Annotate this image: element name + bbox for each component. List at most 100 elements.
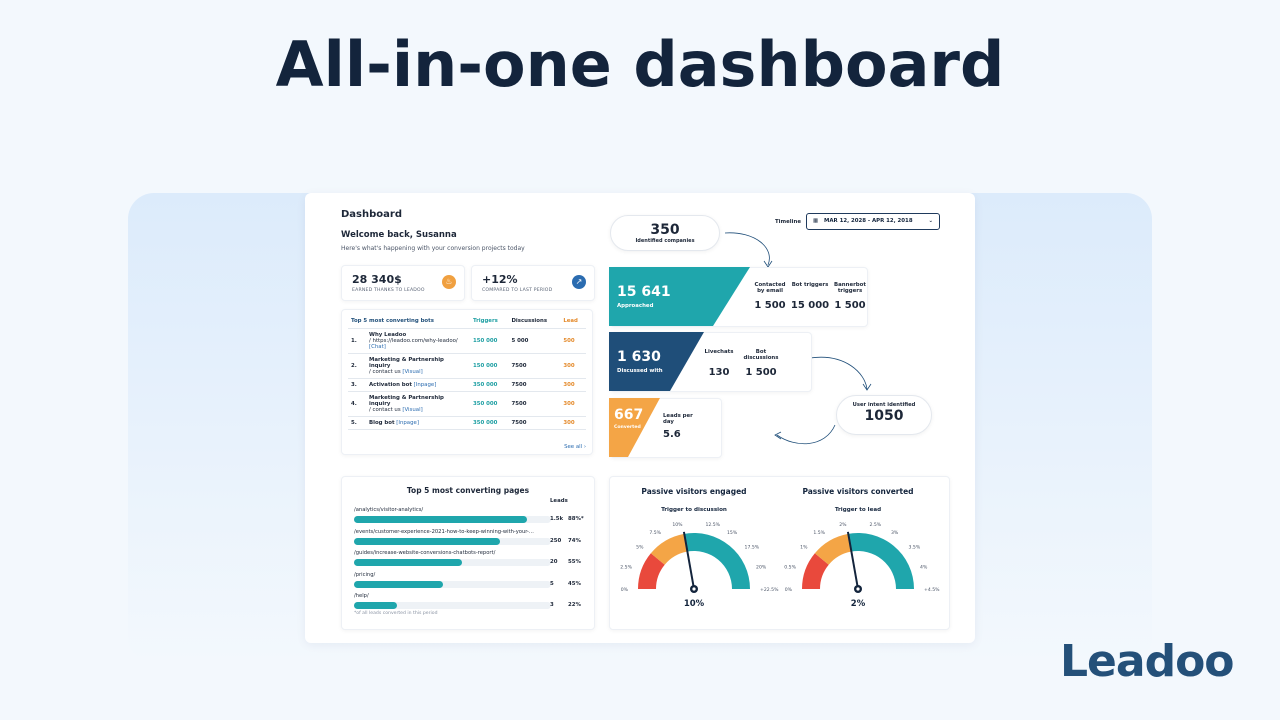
gauge-tick-label: 12.5% (705, 522, 720, 528)
bot-type-tag: [Inpage] (413, 382, 437, 388)
identified-caption: Identified companies (635, 238, 695, 244)
funnel-arrows (724, 232, 872, 445)
approached-funnel-shape (609, 267, 750, 326)
approached-caption: Approached (617, 303, 654, 309)
bot-discussions: 7500 (508, 378, 561, 392)
pages-leads-header: Leads (550, 498, 568, 504)
bots-table: Top 5 most converting bots Triggers Disc… (348, 314, 586, 430)
kpi-card-earned: 28 340$ EARNED THANKS TO LEADOO ♨ (341, 265, 465, 301)
chevron-down-icon: ⌄ (928, 218, 933, 224)
gauge-value: 10% (684, 599, 705, 609)
gauge-tick-label: 0.5% (784, 564, 796, 570)
kpi-earned-caption: EARNED THANKS TO LEADOO (352, 288, 425, 293)
converted-stat-value: 5.6 (663, 429, 681, 440)
bots-table-row[interactable]: 3. Activation bot [Inpage] 350 000 7500 300 (348, 378, 586, 392)
approached-stat-label: Bot triggers (791, 282, 829, 288)
bot-name-cell: Marketing & Partnership inquiry / contact… (366, 391, 470, 417)
discussed-stat-label: Livechats (704, 349, 734, 355)
hero-title: All-in-one dashboard (275, 28, 1005, 101)
fire-icon: ♨ (442, 275, 456, 289)
pages-footnote: *of all leads converted in this period (354, 611, 438, 616)
user-intent-value: 1050 (864, 408, 904, 424)
page-bar-fill (354, 559, 463, 566)
bot-discussions: 7500 (508, 416, 561, 430)
bot-path: / contact us (369, 369, 401, 375)
kpi-growth-value: +12% (482, 273, 518, 286)
bot-name: Why Leadoo (369, 332, 407, 338)
bot-type-tag: [Visual] (402, 407, 423, 413)
user-intent-bubble: User intent identified 1050 (836, 395, 932, 435)
page-bar-track (354, 537, 551, 545)
approached-stat: Bannerbot triggers 1 500 (830, 282, 870, 311)
bot-rank: 5. (348, 416, 366, 430)
bots-table-row[interactable]: 5. Blog bot [Inpage] 350 000 7500 300 (348, 416, 586, 430)
bots-table-row[interactable]: 1. Why Leadoo / https://leadoo.com/why-lea… (348, 328, 586, 354)
bot-lead: 300 (560, 416, 586, 430)
page-row[interactable]: /guides/increase-website-conversions-cha… (354, 550, 589, 568)
timeline-date-value: MAR 12, 2028 - APR 12, 2018 (824, 218, 913, 224)
page-row[interactable]: /events/customer-experience-2021-how-to-… (354, 529, 589, 547)
gauge-subtitle: Trigger to discussion (661, 507, 727, 513)
gauge-subtitle: Trigger to lead (835, 507, 881, 513)
kpi-earned-value: 28 340$ (352, 273, 402, 286)
bot-type-tag: [Inpage] (396, 420, 419, 426)
gauge-tick-label: 20% (756, 564, 767, 570)
bot-name: Marketing & Partnership inquiry (369, 395, 444, 407)
discussed-stat: Bot discussions 1 500 (740, 349, 782, 378)
page-leads: 5 (550, 580, 554, 587)
bots-table-row[interactable]: 4. Marketing & Partnership inquiry / conta… (348, 391, 586, 417)
leadoo-logo: Leadoo (1060, 636, 1235, 687)
page-percent: 45% (568, 580, 581, 587)
gauge-tick-label: 1.5% (813, 530, 825, 536)
gauge-tick-label: +22.5% (760, 587, 779, 593)
timeline-date-picker[interactable]: ▦ MAR 12, 2028 - APR 12, 2018 ⌄ (806, 213, 940, 230)
page-bar-fill (354, 537, 500, 545)
dashboard-panel: Dashboard Welcome back, Susanna Here's w… (305, 193, 975, 643)
gauge-tick-label: 3.5% (909, 545, 921, 551)
gauge-tick-label: 17.5% (745, 545, 760, 551)
gauge-needle (682, 531, 695, 590)
page-leads: 1.5k (550, 516, 564, 522)
approached-stat-value: 1 500 (834, 300, 866, 311)
gauge-needle (846, 531, 859, 590)
bot-rank: 4. (348, 391, 366, 417)
identified-companies-bubble: 350 Identified companies (610, 215, 720, 251)
bot-triggers: 150 000 (470, 328, 509, 354)
gauge-tick-label: 2.5% (620, 564, 632, 570)
page-bar-fill (354, 602, 398, 609)
gauge-segment-low (638, 553, 665, 589)
pages-card: Top 5 most converting pages Leads /analy… (341, 476, 595, 630)
page-row[interactable]: /analytics/visitor-analytics/1.5k 88%* (354, 507, 589, 525)
gauge-tick-label: 5% (636, 545, 644, 551)
discussed-funnel-shape (609, 332, 704, 391)
discussed-caption: Discussed with (617, 368, 663, 374)
page-bar-track (354, 580, 551, 588)
timeline-label: Timeline (775, 219, 801, 225)
bots-table-header: Top 5 most converting bots Triggers Disc… (348, 314, 586, 329)
converted-caption: Converted (614, 425, 641, 430)
user-intent-label: User intent identified (852, 402, 916, 408)
gauge-tick-label: 4% (920, 564, 928, 570)
bot-discussions: 5 000 (508, 328, 561, 354)
gauge-title: Passive visitors engaged (641, 487, 746, 496)
gauge-segment-high (683, 533, 750, 589)
see-all-link[interactable]: See all › (564, 444, 586, 450)
bots-header-lead: Lead (560, 314, 586, 329)
page-leads: 3 (550, 602, 554, 608)
approached-stat: Contacted by email 1 500 (750, 282, 790, 311)
gauge-tick-label: 3% (891, 530, 899, 536)
bots-table-card: Top 5 most converting bots Triggers Disc… (341, 309, 593, 455)
bots-table-row[interactable]: 2. Marketing & Partnership inquiry / conta… (348, 353, 586, 379)
page-bar-track (354, 602, 551, 609)
bot-name-cell: Blog bot [Inpage] (366, 416, 470, 430)
bot-name-cell: Activation bot [Inpage] (366, 378, 470, 392)
page-path: /events/customer-experience-2021-how-to-… (354, 528, 534, 535)
gauge-needle-hub-center (692, 587, 696, 591)
bot-discussions: 7500 (508, 353, 561, 379)
page-percent: 88%* (568, 516, 584, 522)
page-row[interactable]: /help/3 22% (354, 593, 589, 611)
approached-stat-value: 1 500 (754, 300, 786, 311)
welcome-subtitle: Here's what's happening with your conver… (341, 245, 525, 252)
page-row[interactable]: /pricing/5 45% (354, 572, 589, 590)
welcome-message: Welcome back, Susanna (341, 230, 457, 240)
